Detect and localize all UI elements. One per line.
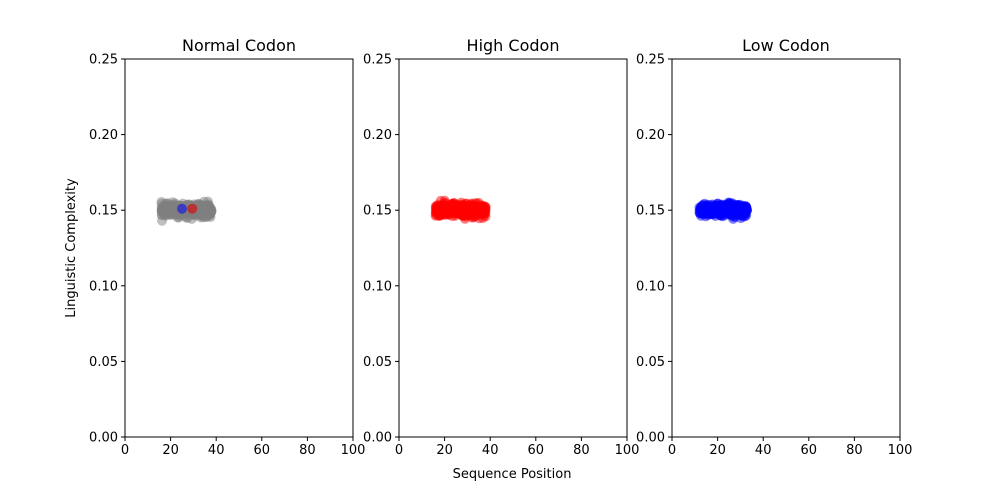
y-tick-label: 0.10 bbox=[636, 279, 665, 294]
data-point bbox=[706, 208, 717, 219]
data-point bbox=[439, 195, 450, 206]
x-tick-label: 60 bbox=[528, 443, 545, 458]
subplot: Low Codon 0 20 40 60 80 100 0.00 0.05 0.10 0.15 0.2… bbox=[636, 36, 912, 458]
y-tick-label: 0.15 bbox=[89, 204, 118, 219]
y-tick-label: 0.00 bbox=[89, 431, 118, 446]
x-tick-label: 0 bbox=[395, 443, 403, 458]
y-tick-label: 0.20 bbox=[363, 128, 392, 143]
y-tick-label: 0.20 bbox=[636, 128, 665, 143]
subplot-title: Low Codon bbox=[742, 36, 830, 55]
x-tick-label: 80 bbox=[299, 443, 316, 458]
data-point bbox=[733, 205, 744, 216]
data-point bbox=[466, 202, 477, 213]
y-tick-label: 0.25 bbox=[636, 53, 665, 68]
subplot: Normal Codon 0 20 40 60 80 100 0.00 0.05 0.10 0.15… bbox=[89, 36, 365, 458]
y-tick-label: 0.25 bbox=[363, 53, 392, 68]
subplot-title: High Codon bbox=[467, 36, 560, 55]
x-tick-label: 40 bbox=[482, 443, 499, 458]
x-tick-label: 40 bbox=[208, 443, 225, 458]
x-tick-label: 0 bbox=[668, 443, 676, 458]
y-tick-label: 0.15 bbox=[363, 204, 392, 219]
y-tick-label: 0.25 bbox=[89, 53, 118, 68]
x-tick-label: 0 bbox=[121, 443, 129, 458]
y-tick-label: 0.05 bbox=[363, 355, 392, 370]
y-tick-label: 0.05 bbox=[89, 355, 118, 370]
data-point bbox=[187, 203, 198, 214]
data-point bbox=[156, 204, 167, 215]
x-tick-label: 100 bbox=[615, 443, 640, 458]
x-tick-label: 60 bbox=[801, 443, 818, 458]
x-tick-label: 80 bbox=[846, 443, 863, 458]
y-axis-label: Linguistic Complexity bbox=[64, 178, 79, 318]
subplot-title: Normal Codon bbox=[182, 36, 296, 55]
x-tick-label: 60 bbox=[254, 443, 271, 458]
plot-frame bbox=[124, 58, 354, 438]
data-point bbox=[436, 209, 447, 220]
x-tick-label: 20 bbox=[709, 443, 726, 458]
x-axis-label: Sequence Position bbox=[453, 467, 572, 482]
y-tick-label: 0.00 bbox=[636, 431, 665, 446]
plot-frame bbox=[398, 58, 628, 438]
data-point bbox=[480, 211, 491, 222]
y-tick-label: 0.10 bbox=[363, 279, 392, 294]
subplot: High Codon 0 20 40 60 80 100 0.00 0.05 0.10 0.15 0.… bbox=[363, 36, 639, 458]
data-point bbox=[168, 201, 179, 212]
x-tick-label: 80 bbox=[573, 443, 590, 458]
data-point bbox=[205, 209, 216, 220]
data-point bbox=[177, 203, 187, 214]
y-tick-label: 0.00 bbox=[363, 431, 392, 446]
x-tick-label: 100 bbox=[888, 443, 913, 458]
data-point bbox=[696, 208, 707, 219]
x-tick-label: 100 bbox=[341, 443, 366, 458]
x-tick-label: 40 bbox=[755, 443, 772, 458]
plot-frame bbox=[671, 58, 901, 438]
data-point bbox=[697, 201, 708, 212]
data-point bbox=[447, 202, 458, 213]
y-tick-label: 0.05 bbox=[636, 355, 665, 370]
x-tick-label: 20 bbox=[162, 443, 179, 458]
x-tick-label: 20 bbox=[436, 443, 453, 458]
y-tick-label: 0.15 bbox=[636, 204, 665, 219]
y-tick-label: 0.10 bbox=[89, 279, 118, 294]
y-tick-label: 0.20 bbox=[89, 128, 118, 143]
